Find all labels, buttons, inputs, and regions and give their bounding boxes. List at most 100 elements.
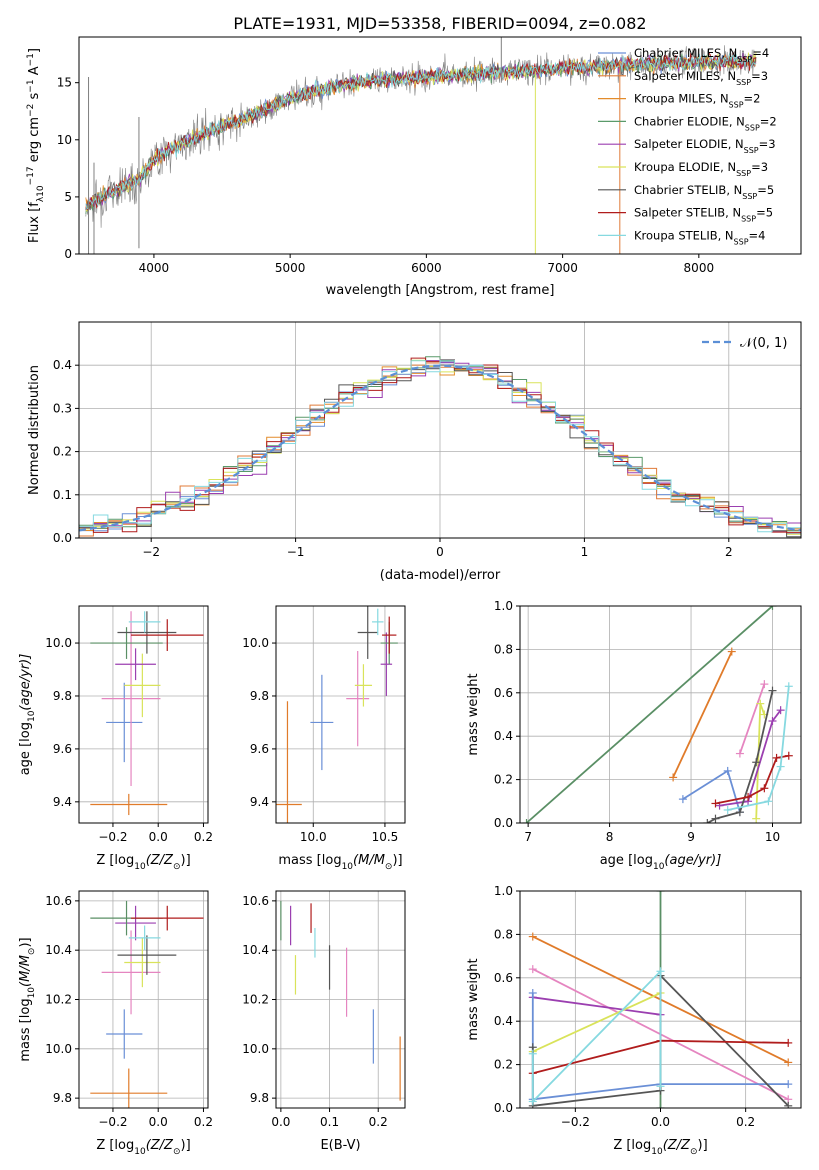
y-axis-label: mass [log10(M/M⊙)] [18,937,37,1061]
panel-mass_vs_EBV: 0.0 0.1 0.2 9.8 10.0 10.2 10.4 10.6 E(B-V) [242,890,406,1153]
x-axis-label: Z [log10(Z/Z⊙)] [613,1138,707,1157]
panel-age_vs_Z: −0.2 0.0 0.2 9.4 9.6 9.8 10.0 Z [log10(Z/Z⊙)] ag… [18,605,213,872]
y-tick-label: 0 [64,247,72,261]
plot-area [280,900,401,1101]
axes-frame [78,605,209,824]
y-tick-label: 0.2 [494,773,513,787]
legend-entry: Chabrier ELODIE, NSSP=2 [634,114,777,131]
x-tick-label: 0.0 [651,1115,670,1129]
axes-frame [78,36,802,255]
panel-residual_histogram: −2 −1 0 1 2 0.0 0.1 0.2 0.3 0.4 (data-model)/error… [27,321,802,583]
y-tick-label: 15 [57,76,72,90]
x-tick-label: 0 [436,545,444,559]
x-tick-label: −0.2 [98,830,127,844]
y-tick-label: 10.6 [242,894,269,908]
x-tick-label: 10.0 [300,830,327,844]
panel-mass_vs_Z: −0.2 0.0 0.2 9.8 10.0 10.2 10.4 10.6 Z [log10(Z/… [18,890,213,1157]
x-tick-label: 10 [765,830,780,844]
x-axis-label: (data-model)/error [380,568,501,583]
y-tick-label: 0.3 [53,401,72,415]
plot-area [276,606,398,823]
axes-frame [275,605,406,824]
axes-frame [519,605,802,824]
x-tick-label: −0.2 [98,1115,127,1129]
series-line-kroupa_stelib [531,969,662,1104]
y-tick-label: 0.4 [53,358,72,372]
plot-area [85,37,757,254]
x-tick-label: 0.2 [194,1115,213,1129]
y-tick-label: 0.0 [53,531,72,545]
x-tick-label: 8 [606,830,614,844]
y-tick-label: 0.0 [494,816,513,830]
x-tick-label: 1 [581,545,589,559]
legend-entry: Chabrier STELIB, NSSP=5 [634,183,774,201]
y-tick-label: 0.1 [53,488,72,502]
panel-spectrum: 4000 5000 6000 7000 8000 0 5 10 15 wavelength [An… [26,36,802,298]
y-tick-label: 9.4 [53,795,72,809]
x-tick-label: 0.2 [194,830,213,844]
x-tick-label: 0.0 [149,1115,168,1129]
y-tick-label: 0.8 [494,927,513,941]
y-tick-label: 10.4 [242,943,269,957]
figure-title: PLATE=1931, MJD=53358, FIBERID=0094, z=0… [233,14,646,33]
y-tick-label: 9.8 [53,1091,72,1105]
x-tick-label: 2 [725,545,733,559]
series-line-salpeter_elodie [719,709,782,807]
y-tick-label: 10.0 [242,1042,269,1056]
legend: Chabrier MILES, NSSP=4 Salpeter MILES, NS… [598,46,777,246]
series-line-green_series [525,606,774,823]
y-tick-label: 10.4 [45,943,72,957]
panel-massweight_vs_age: 7 8 9 10 0.0 0.2 0.4 0.6 0.8 1.0 age [log10(age/yr… [466,599,802,872]
legend-entry: Salpeter ELODIE, NSSP=3 [634,137,776,155]
panel-massweight_vs_Z: −0.2 0.0 0.2 0.0 0.2 0.4 0.6 0.8 1.0 Z [log10(Z/Z… [466,884,802,1157]
legend-entry: 𝒩(0, 1) [740,336,787,351]
x-axis-label: Z [log10(Z/Z⊙)] [96,1138,190,1157]
y-tick-label: 9.6 [53,742,72,756]
legend-entry: Kroupa STELIB, NSSP=4 [634,228,765,246]
y-tick-label: 1.0 [494,884,513,898]
plot-area [522,606,793,823]
y-axis-label: mass weight [466,673,481,755]
y-tick-label: 9.6 [250,742,269,756]
x-tick-label: 9 [687,830,695,844]
plot-area [528,891,793,1108]
y-tick-label: 9.8 [53,689,72,703]
series-line-chabrier_miles [682,769,741,813]
y-tick-label: 0.6 [494,686,513,700]
x-tick-label: 0.2 [369,1115,388,1129]
series-line-orange_series [672,651,733,778]
y-tick-label: 10.2 [45,993,72,1007]
x-axis-label: mass [log10(M/M⊙)] [278,853,402,872]
y-axis-label: Flux [fλ10−17 erg cm−2 s−1 A−1] [26,48,46,243]
legend-entry: Salpeter STELIB, NSSP=5 [634,206,773,224]
y-tick-label: 0.0 [494,1101,513,1115]
x-tick-label: −2 [142,545,160,559]
x-tick-label: 7000 [547,261,578,275]
y-tick-label: 10.0 [45,636,72,650]
y-axis-label: mass weight [466,958,481,1040]
panel-age_vs_mass: 10.0 10.5 9.4 9.6 9.8 10.0 mass [log10(M/M⊙)] [242,605,406,872]
y-tick-label: 0.4 [494,1014,513,1028]
x-axis-label: wavelength [Angstrom, rest frame] [326,283,555,298]
x-axis-label: age [log10(age/yr)] [600,853,722,872]
legend-entry: Chabrier MILES, NSSP=4 [634,46,769,64]
y-tick-label: 9.4 [250,795,269,809]
y-tick-label: 5 [64,190,72,204]
x-axis-label: E(B-V) [320,1138,360,1153]
y-tick-label: 10 [57,133,72,147]
y-tick-label: 0.2 [494,1058,513,1072]
x-tick-label: 7 [524,830,532,844]
series-line-kroupa_stelib [727,686,790,811]
x-tick-label: −0.2 [561,1115,590,1129]
y-axis-label: age [log10(age/yr)] [18,654,37,776]
x-tick-label: 5000 [275,261,306,275]
y-tick-label: 0.8 [494,642,513,656]
x-axis-label: Z [log10(Z/Z⊙)] [96,853,190,872]
x-tick-label: 0.2 [736,1115,755,1129]
y-tick-label: 0.6 [494,971,513,985]
y-tick-label: 0.4 [494,729,513,743]
y-tick-label: 9.8 [250,689,269,703]
x-tick-label: 10.5 [372,830,399,844]
x-tick-label: 0.1 [320,1115,339,1129]
